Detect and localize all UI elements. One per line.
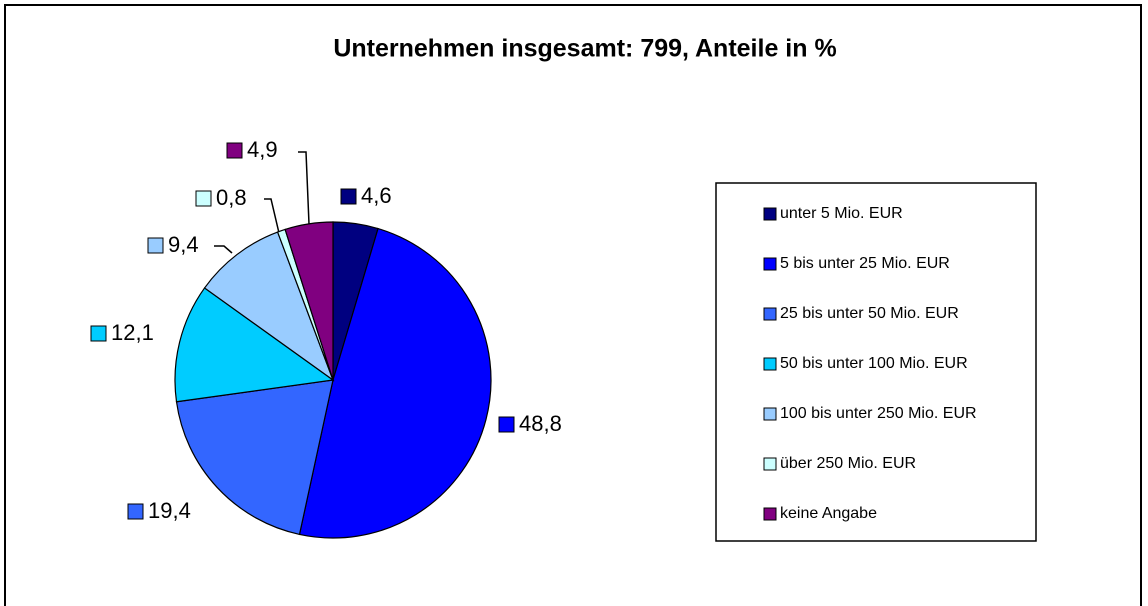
label-key [340,188,357,205]
pie-slice [284,221,334,381]
legend-label: unter 5 Mio. EUR [780,205,903,222]
chart-title: Unternehmen insgesamt: 799, Anteile in % [333,35,836,63]
data-label: 4,9 [247,137,278,162]
legend-key [763,507,777,521]
leader-line [214,245,233,254]
data-label: 12,1 [111,320,154,345]
leader-lines [214,151,310,254]
pie-slice [175,379,334,536]
legend-key [763,457,777,471]
label-key [195,190,212,207]
legend-key [763,357,777,371]
pie-slice [298,227,492,539]
leader-line [298,151,310,225]
legend-key [763,407,777,421]
label-key [226,142,243,159]
legend-key [763,257,777,271]
data-label: 19,4 [148,498,191,523]
legend-label: keine Angabe [780,505,877,522]
pie-slice [203,231,335,382]
pie-slice [174,287,335,403]
label-key [127,503,144,520]
data-label: 48,8 [519,411,562,436]
label-key [90,325,107,342]
legend-key [763,207,777,221]
legend-key [763,307,777,321]
data-label: 4,6 [361,183,392,208]
data-label: 9,4 [168,232,199,257]
legend-label: 5 bis unter 25 Mio. EUR [780,255,950,272]
label-key [498,416,515,433]
legend-label: 25 bis unter 50 Mio. EUR [780,305,959,322]
leader-line [264,198,280,234]
legend-label: 100 bis unter 250 Mio. EUR [780,405,977,422]
label-key [147,237,164,254]
legend-label: 50 bis unter 100 Mio. EUR [780,355,968,372]
data-label: 0,8 [216,185,247,210]
legend-label: über 250 Mio. EUR [780,455,916,472]
